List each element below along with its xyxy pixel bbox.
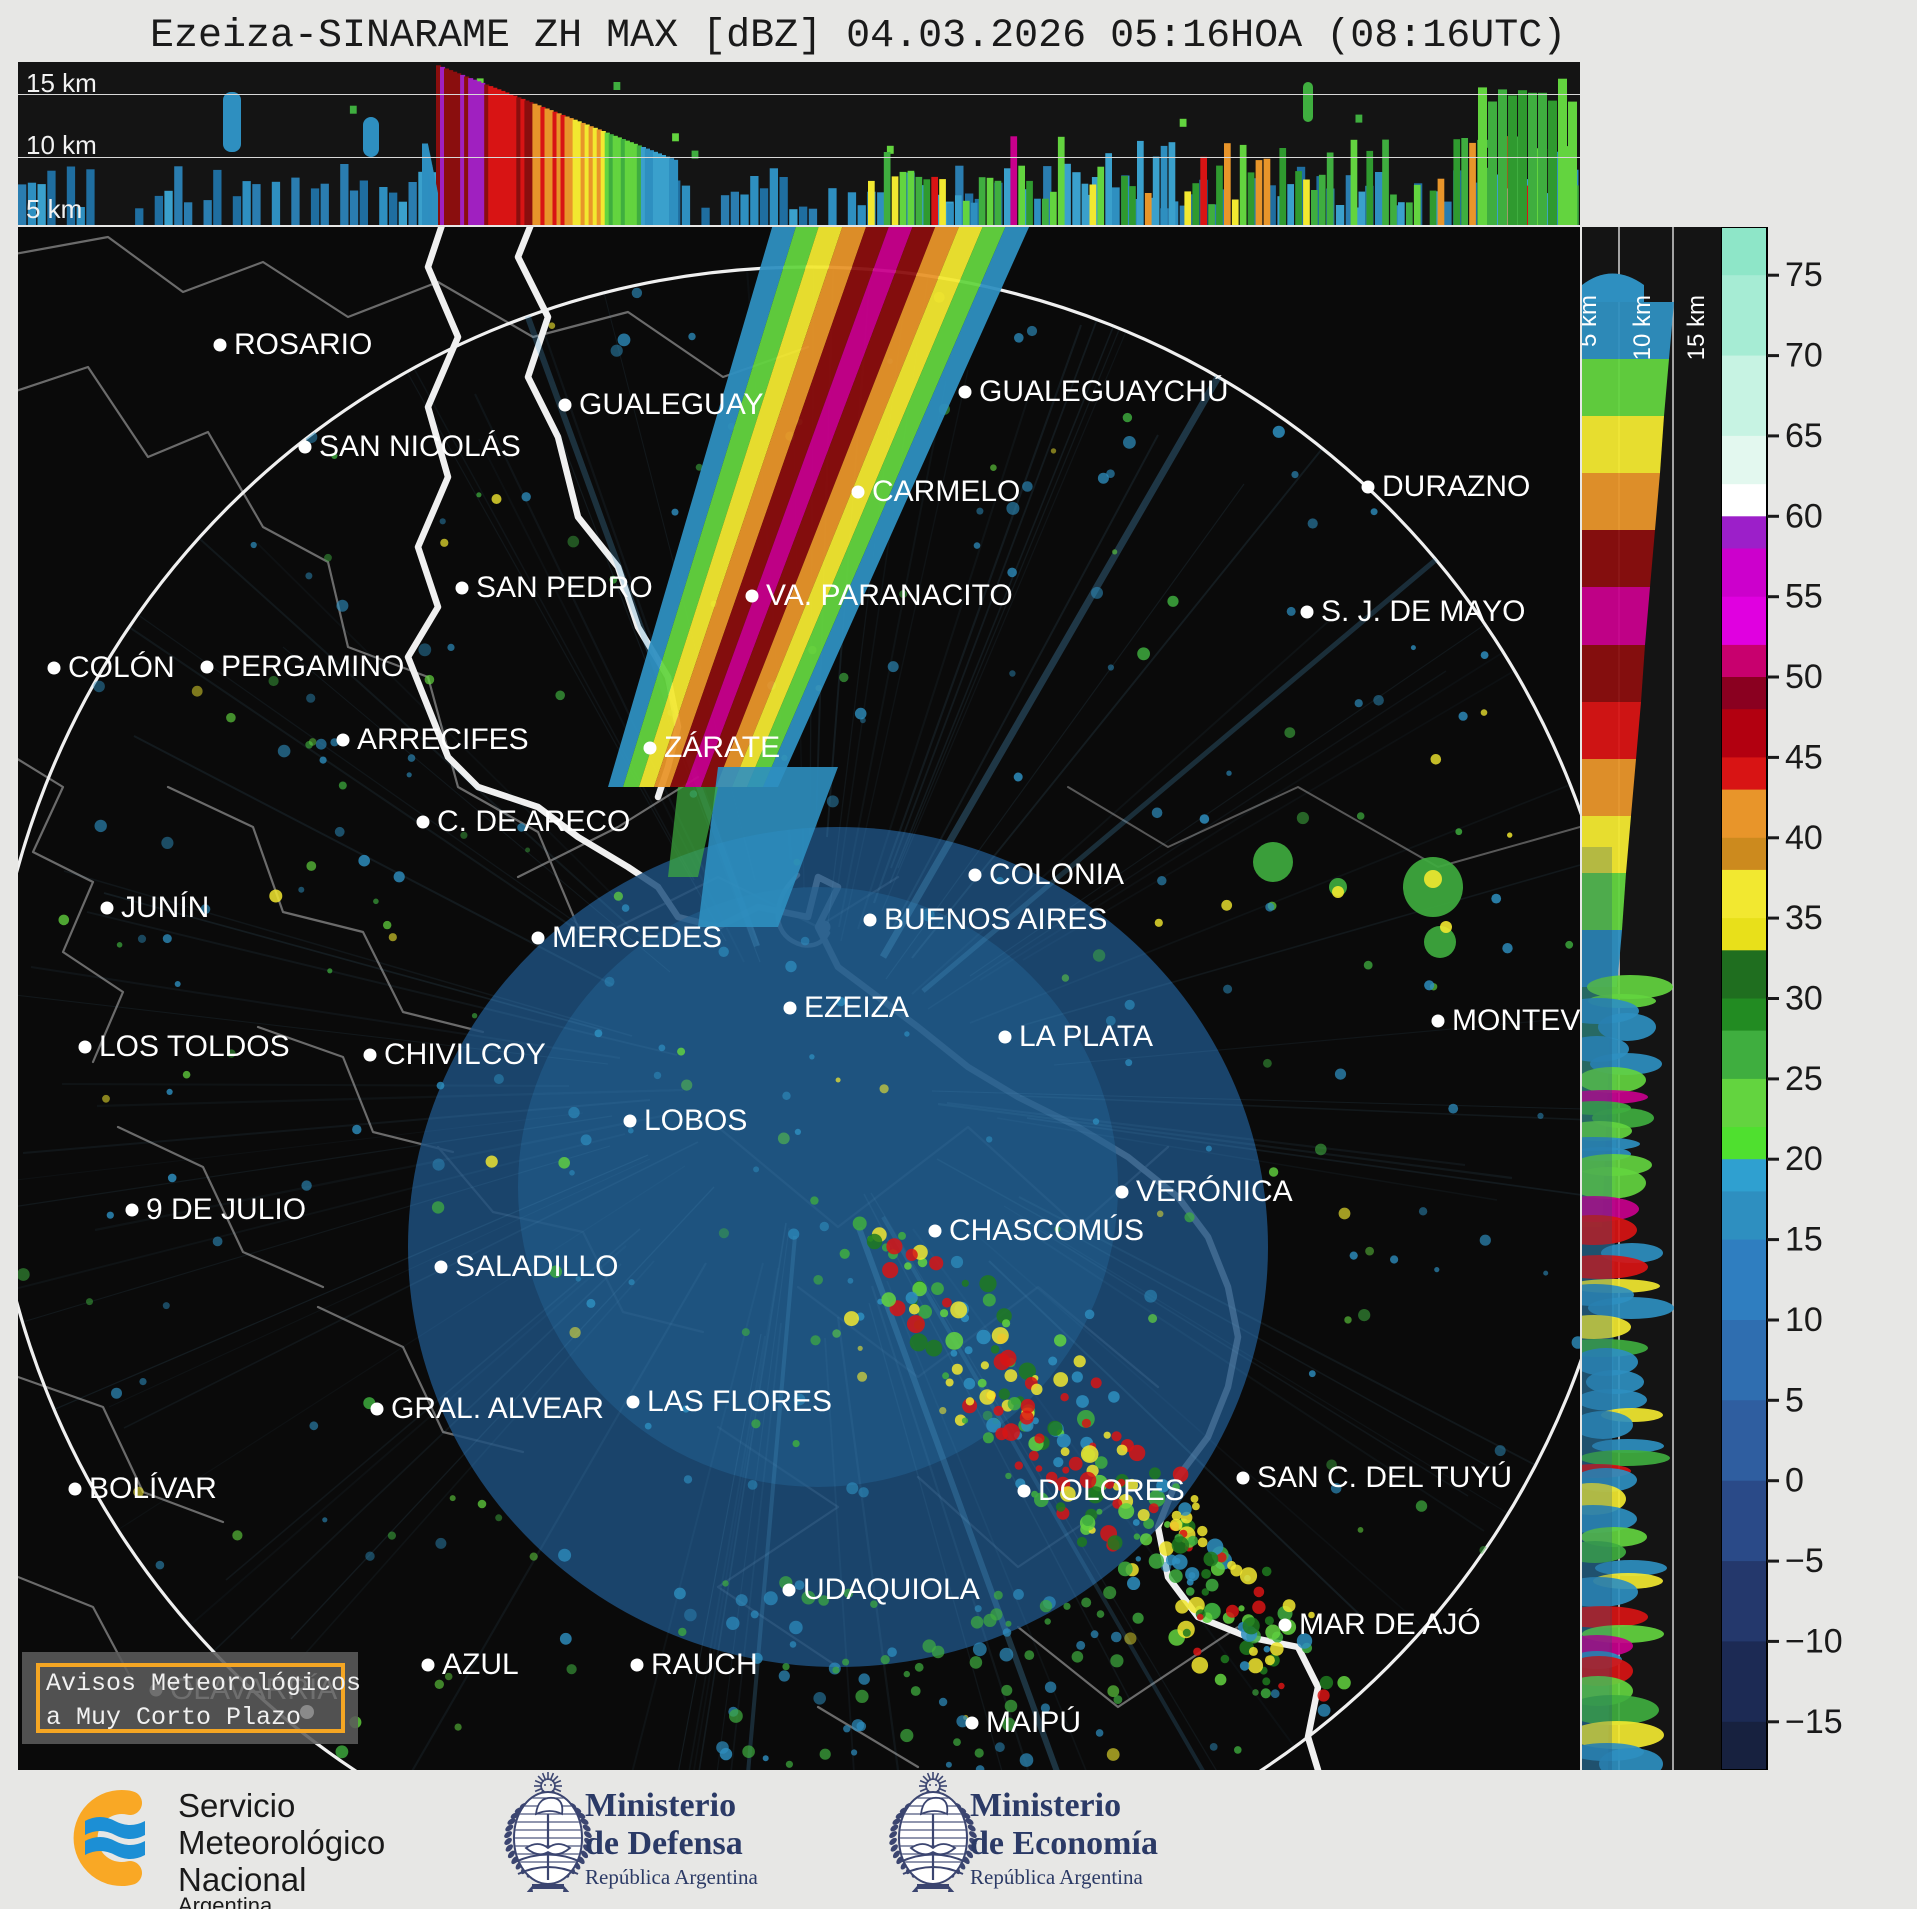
svg-text:LOBOS: LOBOS <box>644 1104 747 1137</box>
svg-text:40: 40 <box>1785 819 1823 857</box>
svg-text:LAS FLORES: LAS FLORES <box>647 1385 832 1418</box>
svg-text:−10: −10 <box>1785 1622 1843 1660</box>
svg-text:BOLÍVAR: BOLÍVAR <box>89 1472 217 1505</box>
svg-text:DURAZNO: DURAZNO <box>1382 470 1530 503</box>
svg-text:5: 5 <box>1785 1381 1804 1419</box>
svg-text:JUNÍN: JUNÍN <box>121 891 209 924</box>
svg-text:20: 20 <box>1785 1140 1823 1178</box>
svg-text:SALADILLO: SALADILLO <box>455 1250 618 1283</box>
svg-text:GUALEGUAYCHÚ: GUALEGUAYCHÚ <box>979 375 1229 408</box>
svg-text:30: 30 <box>1785 980 1823 1018</box>
svg-text:MONTEVIDEO: MONTEVIDEO <box>1452 1004 1580 1037</box>
svg-text:C. DE ARECO: C. DE ARECO <box>437 805 630 838</box>
svg-text:45: 45 <box>1785 738 1823 776</box>
svg-text:COLÓN: COLÓN <box>68 651 175 684</box>
svg-text:CHIVILCOY: CHIVILCOY <box>384 1038 546 1071</box>
svg-text:75: 75 <box>1785 256 1823 294</box>
svg-text:50: 50 <box>1785 658 1823 696</box>
svg-text:PERGAMINO: PERGAMINO <box>221 650 404 683</box>
svg-text:EZEIZA: EZEIZA <box>804 991 909 1024</box>
svg-text:COLONIA: COLONIA <box>989 858 1124 891</box>
svg-text:VA. PARANACITO: VA. PARANACITO <box>766 579 1013 612</box>
svg-text:ROSARIO: ROSARIO <box>234 328 372 361</box>
svg-text:SAN NICOLÁS: SAN NICOLÁS <box>319 430 521 463</box>
svg-text:CHASCOMÚS: CHASCOMÚS <box>949 1214 1144 1247</box>
svg-text:ZÁRATE: ZÁRATE <box>664 731 780 764</box>
svg-text:0: 0 <box>1785 1462 1804 1500</box>
svg-text:9 DE JULIO: 9 DE JULIO <box>146 1193 306 1226</box>
svg-text:15 km: 15 km <box>1683 295 1710 360</box>
svg-text:55: 55 <box>1785 578 1823 616</box>
svg-text:LOS TOLDOS: LOS TOLDOS <box>99 1030 290 1063</box>
svg-text:GRAL. ALVEAR: GRAL. ALVEAR <box>391 1392 604 1425</box>
svg-text:GUALEGUAY: GUALEGUAY <box>579 388 764 421</box>
svg-text:LA PLATA: LA PLATA <box>1019 1020 1153 1053</box>
svg-text:−15: −15 <box>1785 1703 1843 1741</box>
svg-text:10: 10 <box>1785 1301 1823 1339</box>
svg-text:CARMELO: CARMELO <box>872 475 1020 508</box>
svg-text:70: 70 <box>1785 337 1823 375</box>
svg-text:UDAQUIOLA: UDAQUIOLA <box>803 1573 980 1606</box>
svg-text:65: 65 <box>1785 417 1823 455</box>
svg-text:DOLORES: DOLORES <box>1038 1474 1185 1507</box>
svg-text:MERCEDES: MERCEDES <box>552 921 722 954</box>
svg-text:RAUCH: RAUCH <box>651 1648 758 1681</box>
svg-text:SAN PEDRO: SAN PEDRO <box>476 571 653 604</box>
svg-text:−5: −5 <box>1785 1542 1824 1580</box>
svg-text:SAN C. DEL TUYÚ: SAN C. DEL TUYÚ <box>1257 1461 1512 1494</box>
svg-text:5 km: 5 km <box>1582 295 1602 347</box>
svg-text:15: 15 <box>1785 1221 1823 1259</box>
svg-text:BUENOS AIRES: BUENOS AIRES <box>884 903 1107 936</box>
svg-text:25: 25 <box>1785 1060 1823 1098</box>
svg-text:S. J. DE MAYO: S. J. DE MAYO <box>1321 595 1525 628</box>
svg-text:MAR DE AJÓ: MAR DE AJÓ <box>1299 1608 1481 1641</box>
svg-text:MAIPÚ: MAIPÚ <box>986 1706 1081 1739</box>
svg-text:10 km: 10 km <box>1629 295 1656 360</box>
svg-text:60: 60 <box>1785 497 1823 535</box>
svg-text:ARRECIFES: ARRECIFES <box>357 723 529 756</box>
svg-text:AZUL: AZUL <box>442 1648 519 1681</box>
svg-text:35: 35 <box>1785 899 1823 937</box>
svg-text:VERÓNICA: VERÓNICA <box>1136 1175 1293 1208</box>
